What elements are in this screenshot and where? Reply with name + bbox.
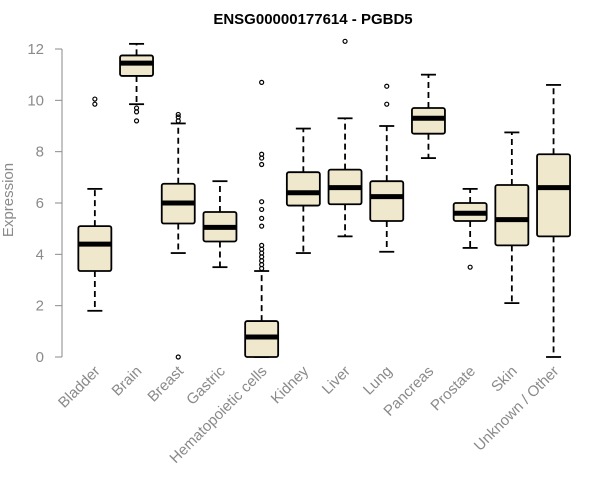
outlier-point: [259, 223, 265, 229]
outlier-point: [259, 79, 265, 85]
x-tick-label: Liver: [319, 363, 354, 398]
outlier-point: [259, 151, 265, 157]
y-axis: 0 2 4 6 8 10 12: [27, 41, 63, 366]
box-skin: [494, 131, 530, 305]
y-tick-label: 2: [36, 298, 44, 315]
outlier-point: [259, 215, 265, 221]
box-iqr: [77, 225, 113, 272]
outlier-point: [133, 105, 140, 111]
outlier-point: [384, 83, 390, 89]
outlier-point: [259, 242, 265, 248]
x-tick-label: Bladder: [55, 363, 104, 412]
y-tick-label: 0: [36, 349, 44, 366]
box-iqr: [411, 107, 446, 135]
y-tick-label: 10: [27, 92, 44, 109]
outlier-point: [467, 264, 473, 270]
box-brain: [119, 42, 154, 124]
box-hematopoietic-cells: [244, 79, 280, 358]
box-breast: [160, 111, 196, 360]
x-tick-label: Breast: [144, 362, 187, 405]
box-unknown-other: [536, 84, 571, 358]
box-gastric: [202, 180, 238, 269]
box-iqr: [536, 153, 571, 238]
outlier-point: [259, 199, 265, 205]
box-iqr: [119, 54, 154, 77]
box-iqr: [369, 180, 405, 222]
outlier-point: [92, 101, 98, 107]
x-tick-label: Kidney: [268, 362, 313, 407]
box-iqr: [494, 184, 530, 247]
outlier-point: [259, 161, 265, 168]
outlier-point: [92, 96, 98, 102]
outlier-point: [175, 111, 181, 118]
y-tick-label: 6: [36, 195, 44, 212]
box-lung: [369, 83, 405, 253]
outlier-point: [175, 354, 181, 360]
chart-title: ENSG00000177614 - PGBD5: [213, 11, 412, 28]
outlier-point: [175, 114, 181, 120]
box-prostate: [452, 187, 488, 270]
outlier-point: [259, 206, 265, 213]
outlier-point: [384, 101, 390, 107]
box-bladder: [77, 96, 113, 312]
y-axis-label: Expression: [0, 163, 17, 237]
box-iqr: [285, 171, 321, 207]
y-tick-label: 4: [36, 246, 44, 263]
x-tick-label: Brain: [109, 363, 146, 400]
box-liver: [327, 38, 363, 238]
box-kidney: [285, 127, 321, 254]
y-tick-label: 12: [27, 41, 44, 58]
outlier-point: [342, 38, 348, 44]
outlier-point: [133, 118, 140, 124]
boxes: [77, 38, 571, 360]
box-pancreas: [411, 73, 446, 159]
y-tick-label: 8: [36, 144, 44, 161]
x-tick-label: Skin: [488, 363, 521, 396]
x-tick-label: Lung: [360, 363, 396, 399]
x-tick-label: Prostate: [427, 363, 479, 415]
